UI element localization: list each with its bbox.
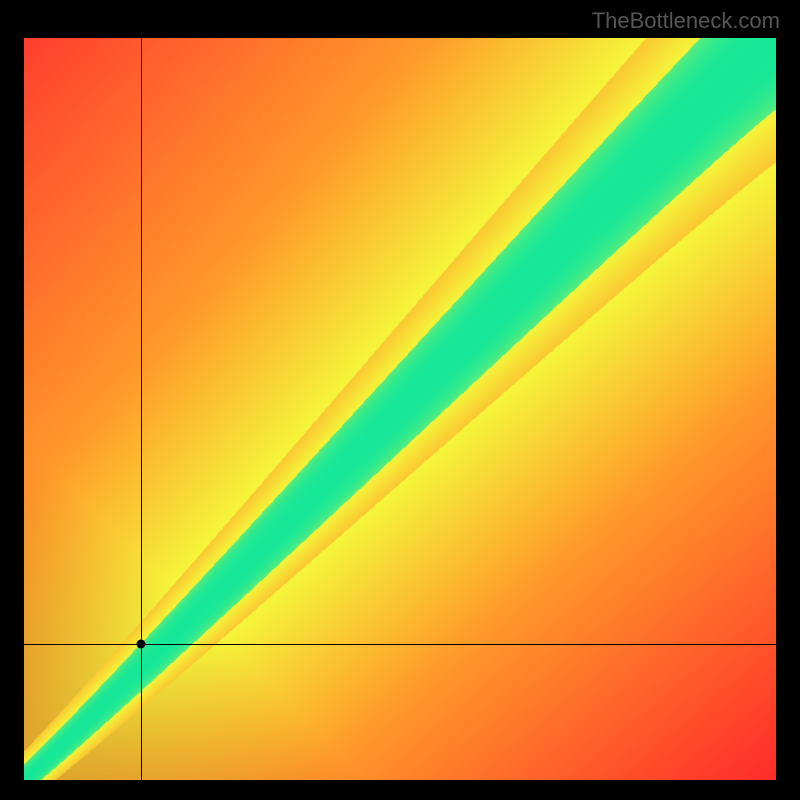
heatmap-canvas [24,38,776,780]
chart-container: TheBottleneck.com [0,0,800,800]
crosshair-vertical [141,38,142,780]
watermark-text: TheBottleneck.com [592,8,780,34]
plot-area [24,38,776,780]
crosshair-marker [136,640,145,649]
